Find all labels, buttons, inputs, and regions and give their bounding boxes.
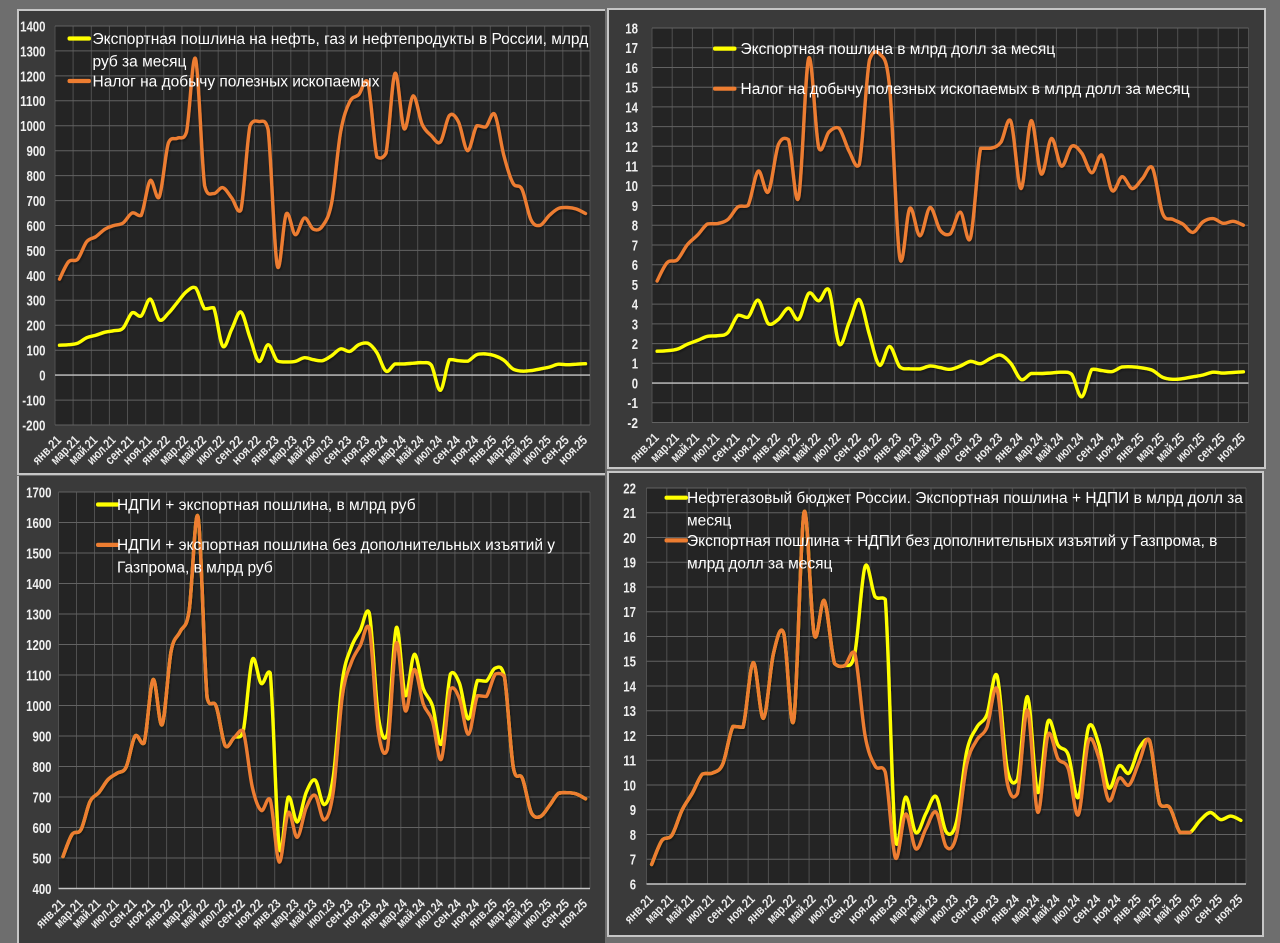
svg-text:3: 3 bbox=[632, 316, 638, 333]
svg-text:Нефтегазовый бюджет России. Эк: Нефтегазовый бюджет России. Экспортная п… bbox=[687, 490, 1243, 507]
svg-text:12: 12 bbox=[625, 139, 638, 156]
svg-text:8: 8 bbox=[630, 827, 636, 844]
svg-text:месяц: месяц bbox=[687, 513, 731, 530]
svg-text:17: 17 bbox=[623, 604, 636, 621]
svg-text:20: 20 bbox=[623, 530, 636, 547]
svg-text:млрд долл за месяц: млрд долл за месяц bbox=[687, 556, 832, 573]
svg-text:2: 2 bbox=[632, 336, 638, 353]
svg-text:15: 15 bbox=[623, 654, 636, 671]
svg-text:13: 13 bbox=[625, 119, 638, 136]
svg-text:400: 400 bbox=[33, 881, 52, 898]
svg-text:-100: -100 bbox=[22, 393, 45, 410]
svg-text:1500: 1500 bbox=[26, 545, 51, 562]
svg-text:14: 14 bbox=[625, 99, 638, 116]
svg-text:22: 22 bbox=[623, 480, 636, 497]
svg-text:900: 900 bbox=[27, 143, 46, 160]
svg-text:900: 900 bbox=[33, 728, 52, 745]
svg-text:-2: -2 bbox=[627, 415, 638, 432]
svg-text:9: 9 bbox=[630, 802, 636, 819]
svg-text:0: 0 bbox=[632, 375, 638, 392]
svg-text:800: 800 bbox=[33, 759, 52, 776]
svg-text:700: 700 bbox=[27, 193, 46, 210]
svg-text:Экспортная пошлина + НДПИ без: Экспортная пошлина + НДПИ без дополнител… bbox=[687, 533, 1217, 550]
svg-text:17: 17 bbox=[625, 40, 638, 57]
svg-text:1700: 1700 bbox=[26, 484, 51, 501]
svg-text:руб за месяц: руб за месяц bbox=[93, 54, 187, 71]
svg-text:1600: 1600 bbox=[26, 515, 51, 532]
svg-text:10: 10 bbox=[623, 777, 636, 794]
svg-text:600: 600 bbox=[33, 820, 52, 837]
svg-text:100: 100 bbox=[27, 343, 46, 360]
svg-text:10: 10 bbox=[625, 178, 638, 195]
svg-text:21: 21 bbox=[623, 505, 636, 522]
svg-text:1200: 1200 bbox=[26, 637, 51, 654]
svg-text:16: 16 bbox=[623, 629, 636, 646]
svg-text:15: 15 bbox=[625, 80, 638, 97]
svg-text:1: 1 bbox=[632, 356, 638, 373]
svg-text:400: 400 bbox=[27, 268, 46, 285]
svg-text:1300: 1300 bbox=[26, 606, 51, 623]
svg-text:Экспортная пошлина на нефть, г: Экспортная пошлина на нефть, газ и нефте… bbox=[93, 31, 589, 48]
svg-text:8: 8 bbox=[632, 218, 638, 235]
svg-text:300: 300 bbox=[27, 293, 46, 310]
svg-text:Экспортная пошлина в млрд долл: Экспортная пошлина в млрд долл за месяц bbox=[741, 41, 1056, 58]
svg-text:НДПИ + экспортная пошлина, в м: НДПИ + экспортная пошлина, в млрд руб bbox=[117, 497, 416, 514]
svg-text:500: 500 bbox=[33, 850, 52, 867]
svg-text:1400: 1400 bbox=[20, 18, 45, 35]
svg-text:11: 11 bbox=[625, 159, 638, 176]
svg-text:16: 16 bbox=[625, 60, 638, 77]
svg-text:9: 9 bbox=[632, 198, 638, 215]
svg-text:Налог на добычу полезных ископ: Налог на добычу полезных ископаемых в мл… bbox=[741, 81, 1190, 98]
svg-text:1200: 1200 bbox=[20, 68, 45, 85]
svg-text:1100: 1100 bbox=[26, 667, 51, 684]
svg-text:200: 200 bbox=[27, 318, 46, 335]
svg-text:500: 500 bbox=[27, 243, 46, 260]
svg-text:-200: -200 bbox=[22, 417, 45, 434]
svg-text:18: 18 bbox=[623, 579, 636, 596]
svg-text:1000: 1000 bbox=[26, 698, 51, 715]
svg-text:НДПИ + экспортная пошлина без: НДПИ + экспортная пошлина без дополнител… bbox=[117, 537, 555, 554]
svg-text:6: 6 bbox=[632, 257, 638, 274]
svg-text:11: 11 bbox=[623, 753, 636, 770]
svg-text:600: 600 bbox=[27, 218, 46, 235]
svg-text:4: 4 bbox=[632, 297, 639, 314]
svg-text:6: 6 bbox=[630, 876, 636, 893]
svg-text:5: 5 bbox=[632, 277, 638, 294]
svg-text:12: 12 bbox=[623, 728, 636, 745]
svg-text:1100: 1100 bbox=[20, 93, 45, 110]
svg-text:700: 700 bbox=[33, 789, 52, 806]
svg-text:Газпрома, в млрд руб: Газпрома, в млрд руб bbox=[117, 560, 273, 577]
svg-text:Налог на добычу полезных ископ: Налог на добычу полезных ископаемых bbox=[93, 74, 380, 91]
svg-text:19: 19 bbox=[623, 555, 636, 572]
svg-text:1400: 1400 bbox=[26, 576, 51, 593]
svg-text:1000: 1000 bbox=[20, 118, 45, 135]
svg-text:18: 18 bbox=[625, 20, 638, 37]
svg-text:14: 14 bbox=[623, 678, 636, 695]
svg-text:13: 13 bbox=[623, 703, 636, 720]
svg-text:-1: -1 bbox=[627, 395, 638, 412]
svg-text:1300: 1300 bbox=[20, 43, 45, 60]
svg-text:800: 800 bbox=[27, 168, 46, 185]
svg-text:7: 7 bbox=[632, 237, 638, 254]
svg-text:7: 7 bbox=[630, 852, 636, 869]
svg-text:0: 0 bbox=[39, 368, 45, 385]
